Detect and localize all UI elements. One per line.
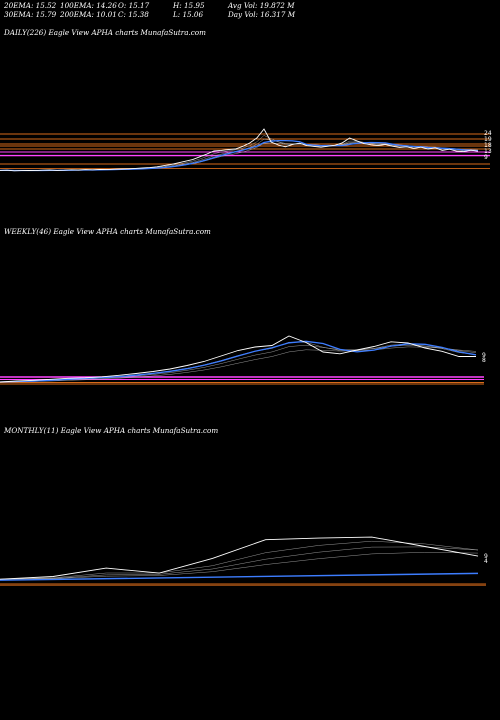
tick-label-2: 18 bbox=[484, 142, 492, 149]
tick-label-0: 24 bbox=[484, 130, 492, 137]
stat-9: Day Vol: 16.317 M bbox=[228, 10, 296, 19]
stat-6: 200EMA: 10.01 bbox=[60, 10, 117, 19]
stat-8: L: 15.06 bbox=[173, 10, 204, 19]
ema-grey-1 bbox=[0, 546, 479, 580]
stats-header: 20EMA: 15.52 100EMA: 14.26 O: 15.17 H: 15.9… bbox=[0, 0, 500, 20]
price-line bbox=[0, 128, 479, 172]
price-line bbox=[0, 335, 476, 383]
tick-label-1: 4 bbox=[484, 558, 488, 565]
tick-label-0: 9 bbox=[484, 553, 488, 560]
ema-line-blue bbox=[0, 340, 477, 383]
stat-4: Avg Vol: 19.872 M bbox=[228, 1, 295, 10]
price-line bbox=[0, 536, 479, 580]
tick-label-1: 19 bbox=[484, 136, 492, 143]
tick-label-4: 9 bbox=[484, 154, 488, 161]
daily-chart-title: DAILY(226) Eagle View APHA charts Munafa… bbox=[4, 28, 206, 37]
tick-label-3: 13 bbox=[484, 148, 492, 155]
ema-grey-2 bbox=[0, 346, 477, 383]
ema-grey-2 bbox=[0, 552, 479, 580]
weekly-chart-title: WEEKLY(46) Eagle View APHA charts Munafa… bbox=[4, 227, 211, 236]
stat-3: H: 15.95 bbox=[173, 1, 205, 10]
stat-7: C: 15.38 bbox=[118, 10, 149, 19]
stat-1: 100EMA: 14.26 bbox=[60, 1, 117, 10]
stat-5: 30EMA: 15.79 bbox=[4, 10, 57, 19]
ema-grey-0 bbox=[0, 540, 479, 580]
stat-2: O: 15.17 bbox=[118, 1, 150, 10]
weekly-chart: 98 bbox=[0, 335, 486, 385]
monthly-chart-title: MONTHLY(11) Eagle View APHA charts Munaf… bbox=[4, 426, 219, 435]
ema-grey-0 bbox=[0, 341, 477, 383]
tick-label-0: 9 bbox=[482, 352, 486, 359]
monthly-chart: 94 bbox=[0, 536, 488, 586]
stat-0: 20EMA: 15.52 bbox=[4, 1, 57, 10]
ema-line-blue bbox=[0, 572, 479, 581]
tick-label-1: 8 bbox=[482, 357, 486, 364]
